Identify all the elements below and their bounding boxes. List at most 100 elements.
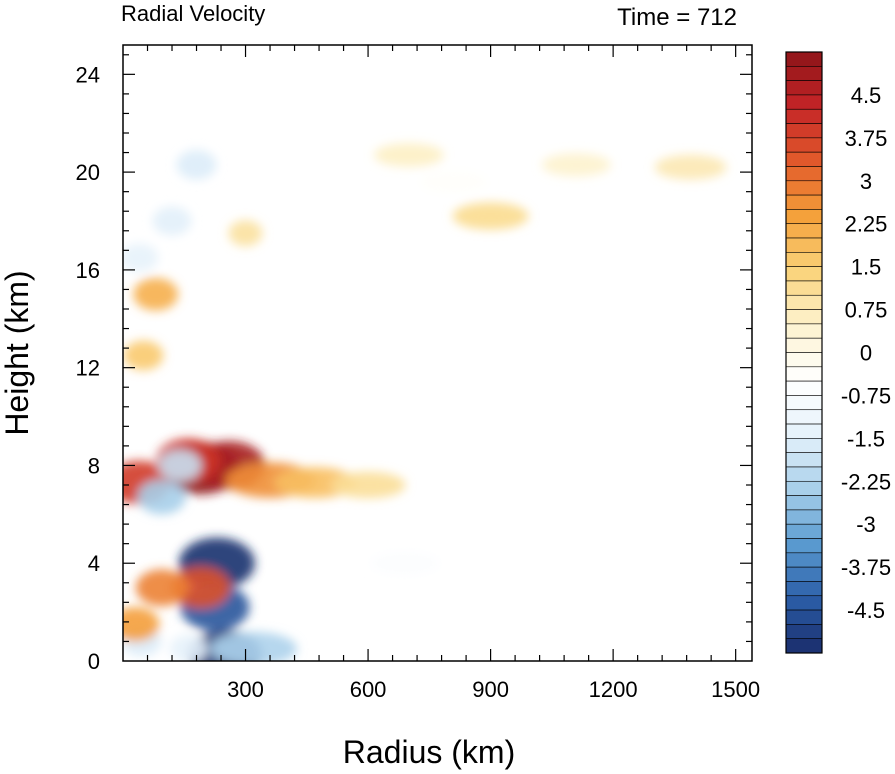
colorbar-tick-label: -0.75 bbox=[841, 383, 891, 408]
y-tick-label: 0 bbox=[88, 649, 100, 674]
heatmap-feature bbox=[133, 278, 179, 311]
x-tick-label: 1200 bbox=[589, 677, 638, 702]
colorbar-box bbox=[785, 123, 823, 139]
heatmap-feature bbox=[158, 449, 202, 482]
colorbar-box bbox=[785, 581, 823, 597]
colorbar-tick-label: 2.25 bbox=[845, 212, 888, 237]
colorbar-box bbox=[785, 366, 823, 382]
colorbar-box bbox=[785, 352, 823, 368]
heatmap-field bbox=[123, 143, 727, 661]
colorbar-box bbox=[785, 66, 823, 81]
colorbar-box bbox=[785, 638, 823, 654]
colorbar-tick-label: 3.75 bbox=[845, 126, 888, 151]
colorbar-box bbox=[785, 466, 823, 482]
colorbar-frame bbox=[785, 51, 823, 654]
colorbar-box bbox=[785, 566, 823, 582]
colorbar-tick-label: 4.5 bbox=[851, 83, 882, 108]
colorbar-tick-label: -3 bbox=[856, 512, 876, 537]
heatmap-feature bbox=[152, 206, 192, 236]
y-axis-label: Height (km) bbox=[0, 270, 35, 435]
colorbar-box bbox=[785, 337, 823, 353]
colorbar-box bbox=[785, 166, 823, 182]
colorbar-box bbox=[785, 409, 823, 425]
colorbar-box bbox=[785, 523, 823, 539]
colorbar-box bbox=[785, 552, 823, 568]
colorbar-box bbox=[785, 380, 823, 396]
colorbar-box bbox=[785, 538, 823, 554]
colorbar-box bbox=[785, 137, 823, 153]
colorbar-box bbox=[785, 509, 823, 525]
colorbar-box bbox=[785, 223, 823, 239]
colorbar-box bbox=[785, 438, 823, 453]
heatmap-feature bbox=[228, 220, 263, 247]
colorbar-box bbox=[785, 294, 823, 310]
colorbar-box bbox=[785, 309, 823, 325]
heatmap-feature bbox=[330, 471, 406, 499]
heatmap-feature bbox=[135, 569, 188, 607]
colorbar-box bbox=[785, 395, 823, 411]
colorbar-box bbox=[785, 480, 823, 496]
colorbar-box bbox=[785, 624, 823, 639]
colorbar-labels: 4.5 3.75 3 2.25 1.5 0.75 0 -0.75 -1.5 -2.25 -3 -3.7… bbox=[841, 83, 891, 623]
colorbar-box bbox=[785, 595, 823, 611]
heatmap-feature bbox=[123, 607, 160, 642]
colorbar-tick-label: 1.5 bbox=[851, 255, 882, 280]
x-tick-label: 600 bbox=[350, 677, 387, 702]
y-tick-label: 20 bbox=[76, 160, 100, 185]
colorbar-box bbox=[785, 280, 823, 296]
heatmap-feature bbox=[654, 154, 727, 180]
colorbar-tick-label: 0 bbox=[860, 341, 872, 366]
colorbar-box bbox=[785, 495, 823, 511]
colorbar-box bbox=[785, 237, 823, 253]
axis-ticks: 300 600 900 1200 1500 0 4 8 12 16 20 24 bbox=[76, 45, 760, 702]
colorbar-box bbox=[785, 452, 823, 468]
colorbar-box bbox=[785, 108, 823, 124]
colorbar-box bbox=[785, 209, 823, 225]
heatmap-feature bbox=[169, 634, 208, 661]
chart-subtitle: Time = 712 bbox=[617, 4, 737, 31]
x-axis-label: Radius (km) bbox=[343, 734, 515, 770]
colorbar-tick-label: -3.75 bbox=[841, 555, 891, 580]
y-tick-label: 12 bbox=[76, 356, 100, 381]
y-tick-label: 24 bbox=[76, 62, 100, 87]
colorbar-box bbox=[785, 80, 823, 96]
heatmap-feature bbox=[452, 202, 529, 230]
colorbar-box bbox=[785, 51, 823, 67]
colorbar-tick-label: 0.75 bbox=[845, 298, 888, 323]
colorbar-box bbox=[785, 151, 823, 167]
colorbar-box bbox=[785, 180, 823, 196]
colorbar-tick-label: -1.5 bbox=[847, 426, 885, 451]
heatmap-feature bbox=[123, 340, 164, 371]
colorbar-tick-label: 3 bbox=[860, 169, 872, 194]
heatmap-feature bbox=[123, 243, 159, 272]
plot-frame bbox=[122, 44, 753, 662]
colorbar-box bbox=[785, 94, 823, 110]
y-tick-label: 8 bbox=[88, 453, 100, 478]
colorbar-box bbox=[785, 252, 823, 267]
y-tick-label: 16 bbox=[76, 258, 100, 283]
heatmap-feature bbox=[176, 150, 217, 180]
plot-area: 300 600 900 1200 1500 0 4 8 12 16 20 24 bbox=[76, 44, 760, 702]
colorbar-box bbox=[785, 423, 823, 439]
colorbar-box bbox=[785, 194, 823, 210]
colorbar-boxes bbox=[785, 51, 823, 654]
colorbar-box bbox=[785, 609, 823, 625]
colorbar-box bbox=[785, 266, 823, 282]
colorbar-box bbox=[785, 323, 823, 339]
heatmap-feature bbox=[369, 551, 440, 575]
heatmap-feature bbox=[171, 567, 231, 609]
colorbar: 4.5 3.75 3 2.25 1.5 0.75 0 -0.75 -1.5 -2.25 -3 -3.7… bbox=[785, 51, 891, 654]
chart-title: Radial Velocity bbox=[121, 1, 265, 26]
x-tick-label: 900 bbox=[472, 677, 509, 702]
x-tick-label: 1500 bbox=[711, 677, 760, 702]
heatmap-feature bbox=[137, 480, 186, 515]
colorbar-tick-label: -4.5 bbox=[847, 598, 885, 623]
colorbar-tick-label: -2.25 bbox=[841, 469, 891, 494]
y-tick-label: 4 bbox=[88, 551, 100, 576]
heatmap-feature bbox=[419, 170, 488, 194]
heatmap-feature bbox=[541, 153, 611, 177]
heatmap-feature bbox=[210, 631, 298, 661]
x-tick-label: 300 bbox=[227, 677, 264, 702]
heatmap-feature bbox=[373, 143, 444, 167]
